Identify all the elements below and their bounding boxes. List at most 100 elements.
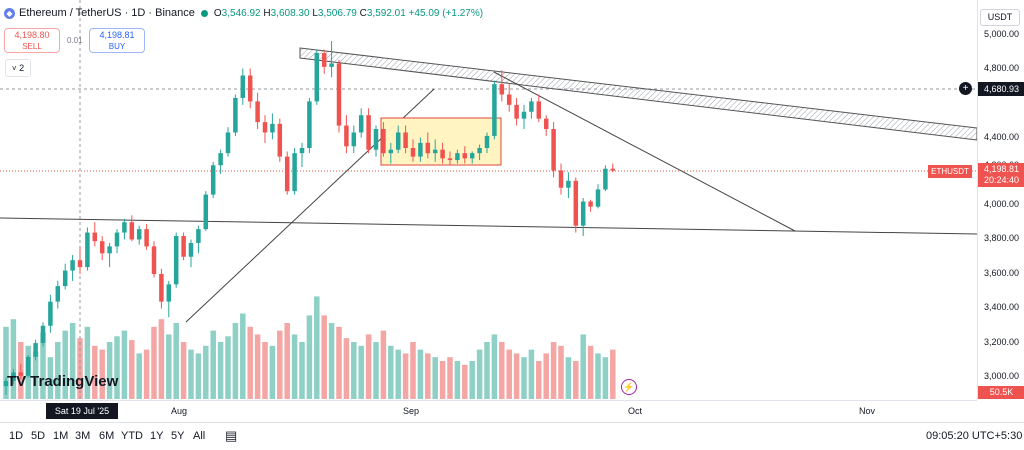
volume-bar (417, 349, 424, 399)
candle-body (70, 260, 75, 271)
volume-bar (462, 364, 468, 399)
alert-icon[interactable]: ⚡ (621, 379, 637, 395)
volume-bar (314, 296, 320, 399)
sell-label: SELL (22, 42, 42, 51)
price-tick: 5,000.00 (984, 29, 1020, 39)
volume-bar (395, 349, 401, 399)
time-label: Aug (171, 406, 188, 416)
symbol-title[interactable]: Ethereum / TetherUS · 1D · Binance (19, 7, 195, 19)
volume-bar (558, 345, 564, 399)
sell-price: 4,198.80 (14, 30, 50, 40)
range-3m-button[interactable]: 3M (75, 430, 91, 442)
close-value: 3,592.01 (366, 7, 406, 19)
volume-bar (84, 326, 91, 399)
volume-bar (565, 357, 572, 399)
range-1d-button[interactable]: 1D (9, 430, 24, 442)
volume-bar (447, 357, 453, 399)
candle-body (425, 142, 431, 154)
change-value: +45.09 (+1.27%) (408, 7, 484, 19)
time-axis[interactable]: Sat 19 Jul '25 Aug Sep Oct Nov (0, 400, 977, 423)
date-range-calendar-icon[interactable]: ▤ (225, 428, 238, 443)
volume-bar (217, 342, 224, 399)
clock-label[interactable]: 09:05:20 UTC+5:30 (926, 430, 1023, 442)
currency-selector[interactable]: USDT (980, 9, 1020, 26)
candle-body (418, 142, 423, 157)
candle-body (151, 246, 157, 274)
candle-body (55, 286, 61, 302)
range-all-button[interactable]: All (193, 430, 206, 442)
volume-bar (10, 319, 17, 399)
range-ytd-button[interactable]: YTD (121, 430, 143, 442)
volume-bar (454, 361, 461, 399)
volume-bar (328, 323, 335, 399)
high-label: H (263, 7, 271, 19)
symbol-price-badge: ETHUSDT (928, 165, 972, 178)
candle-body (610, 168, 616, 171)
volume-bar (262, 342, 268, 399)
add-alert-icon[interactable]: + (959, 82, 972, 95)
volume-bar (143, 349, 150, 399)
price-axis[interactable]: USDT 5,000.00 4,800.00 4,400.00 4,200.00… (977, 0, 1024, 400)
time-label: Sep (403, 406, 420, 416)
candle-body (188, 242, 194, 257)
ethereum-logo-icon[interactable]: ◆ (4, 7, 15, 19)
range-5y-button[interactable]: 5Y (171, 430, 185, 442)
volume-bar (610, 349, 616, 399)
last-price-value: 4,198.81 (983, 164, 1020, 174)
range-5d-button[interactable]: 5D (31, 430, 46, 442)
candle-body (329, 63, 334, 67)
volume-bar (536, 361, 542, 399)
last-price-label: 4,198.81 20:24:40 (978, 163, 1024, 187)
volume-bar (543, 353, 549, 399)
volume-bar (513, 353, 520, 399)
candle-body (529, 101, 534, 112)
currency-label: USDT (987, 12, 1013, 22)
symbol-header: ◆ Ethereum / TetherUS · 1D · Binance O3,… (4, 7, 483, 19)
range-1y-button[interactable]: 1Y (150, 430, 164, 442)
volume-bar (92, 345, 98, 399)
volume-bar (595, 353, 601, 399)
low-value: 3,506.79 (317, 7, 357, 19)
bottom-toolbar: 1D 5D 1M 3M 6M YTD 1Y 5Y All ▤ 09:05:20 … (0, 422, 1024, 450)
buy-price: 4,198.81 (99, 30, 135, 40)
indicators-toggle[interactable]: ˅ 2 (5, 59, 31, 77)
volume-bar (240, 313, 246, 399)
chart-canvas[interactable]: ◆ Ethereum / TetherUS · 1D · Binance O3,… (0, 0, 977, 422)
candle-body (218, 153, 223, 166)
volume-bar (521, 357, 527, 399)
buy-label: BUY (108, 42, 126, 51)
candle-body (558, 170, 564, 188)
candle-body (77, 260, 83, 268)
buy-button[interactable]: 4,198.81 BUY (89, 28, 145, 53)
volume-bar (432, 357, 438, 399)
candle-body (595, 189, 601, 207)
volume-bar (528, 349, 535, 399)
sell-button[interactable]: 4,198.80 SELL (4, 28, 60, 53)
volume-bar (499, 342, 505, 399)
open-value: 3,546.92 (221, 7, 261, 19)
volume-bar (277, 330, 283, 399)
volume-bar (580, 334, 586, 399)
candle-body (25, 356, 31, 376)
price-tick: 4,400.00 (984, 132, 1020, 142)
candle-body (492, 84, 497, 136)
price-tick: 3,400.00 (984, 302, 1020, 312)
volume-bar (40, 332, 46, 399)
candle-body (99, 241, 105, 254)
candle-body (573, 180, 579, 226)
candle-body (40, 325, 46, 344)
crosshair-date-label: Sat 19 Jul '25 (46, 403, 118, 419)
range-1m-button[interactable]: 1M (53, 430, 69, 442)
market-status-icon (200, 9, 208, 17)
candle-body (521, 111, 527, 119)
open-label: O (213, 7, 222, 19)
volume-bar (299, 342, 305, 399)
candle-body (432, 149, 438, 154)
volume-bar (225, 336, 231, 399)
volume-bar (425, 353, 431, 399)
volume-bar (402, 353, 409, 399)
volume-bar (247, 326, 253, 399)
candle-body (159, 274, 164, 302)
price-chart[interactable] (0, 0, 977, 422)
range-6m-button[interactable]: 6M (99, 430, 115, 442)
